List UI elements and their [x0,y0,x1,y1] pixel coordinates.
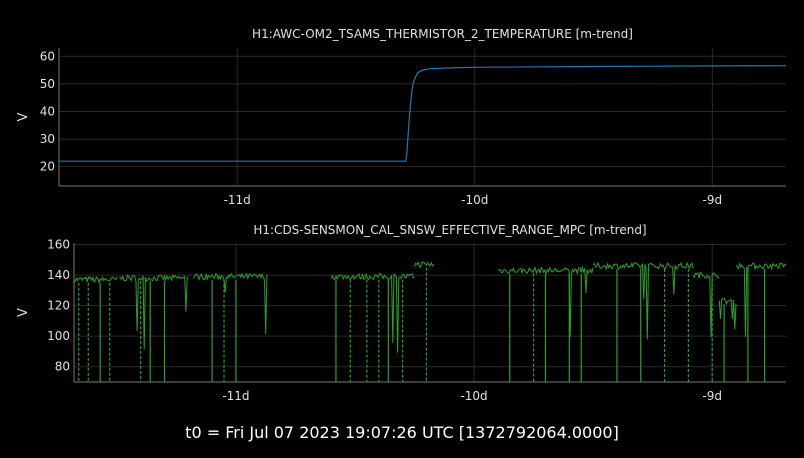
chart-title: H1:CDS-SENSMON_CAL_SNSW_EFFECTIVE_RANGE_… [253,223,646,237]
y-tick-label: 20 [40,160,55,174]
series-segment [414,261,435,269]
y-axis-label: V [16,112,31,121]
series-line [59,65,787,162]
y-tick-label: 100 [47,329,70,343]
y-tick-label: 50 [40,77,55,91]
chart-panel-2: H1:CDS-SENSMON_CAL_SNSW_EFFECTIVE_RANGE_… [16,223,786,403]
series-segment [118,273,189,350]
series-segment [592,261,694,340]
x-tick-label: -11d [224,193,251,207]
x-tick-label: -9d [703,193,723,207]
time-origin-label: t0 = Fri Jul 07 2023 19:07:26 UTC [13727… [185,423,619,442]
series-segment [330,272,415,353]
series-segment [497,265,594,338]
y-tick-label: 160 [47,238,70,252]
y-axis-label: V [16,308,31,317]
y-tick-label: 30 [40,132,55,146]
x-tick-label: -11d [222,389,249,403]
series-segment [718,297,737,330]
chart-title: H1:AWC-OM2_TSAMS_THERMISTOR_2_TEMPERATUR… [252,27,633,41]
y-tick-label: 140 [47,268,70,282]
x-tick-label: -10d [461,193,488,207]
x-tick-label: -10d [460,389,487,403]
chart-panel-1: H1:AWC-OM2_TSAMS_THERMISTOR_2_TEMPERATUR… [16,27,787,207]
y-tick-label: 60 [40,49,55,63]
y-tick-label: 40 [40,104,55,118]
series-segment [735,261,786,337]
series-segment [692,271,720,338]
series-segment [74,275,118,284]
series-segment [192,272,268,335]
x-tick-label: -9d [702,389,722,403]
y-tick-label: 80 [55,360,70,374]
y-tick-label: 120 [47,299,70,313]
